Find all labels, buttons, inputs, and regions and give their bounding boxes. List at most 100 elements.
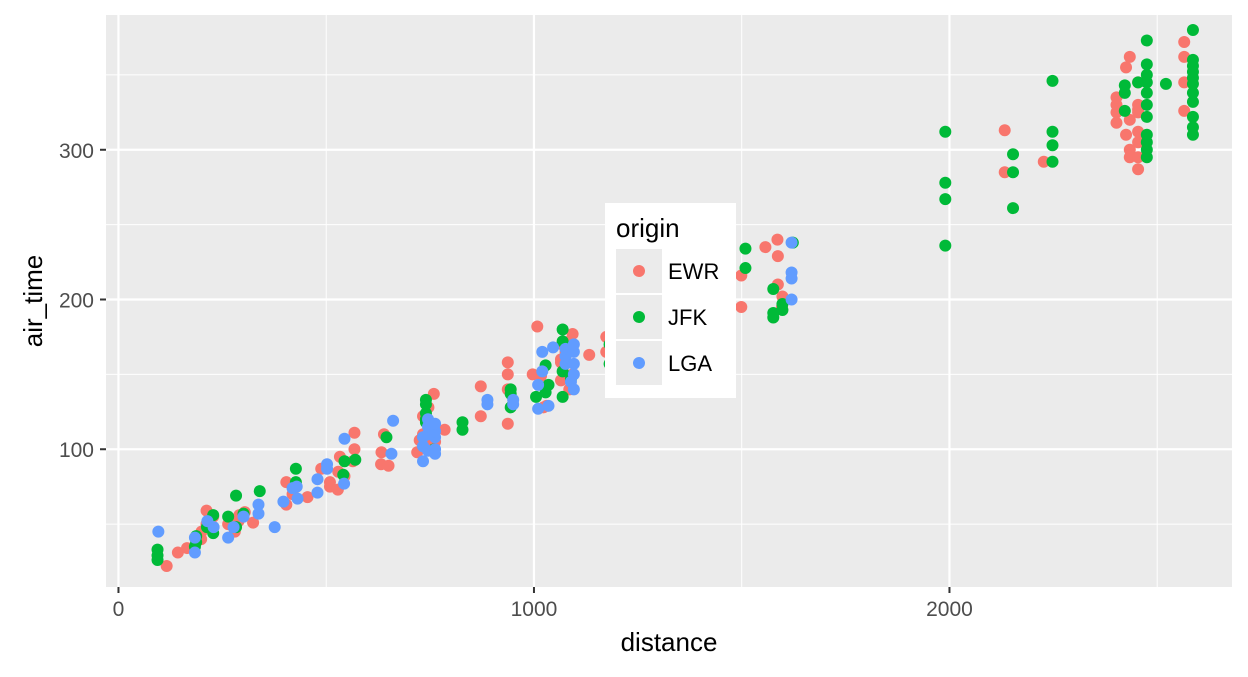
data-point-jfk [776,303,789,316]
data-point-lga [567,338,580,351]
data-point-ewr [323,476,336,489]
data-point-jfk [253,485,266,498]
data-point-lga [237,510,250,523]
data-point-jfk [1159,77,1172,90]
data-point-ewr [1132,151,1145,164]
data-point-lga [338,477,351,490]
data-point-ewr [348,443,361,456]
data-point-ewr [1132,163,1145,176]
data-point-lga [785,236,798,249]
data-point-lga [385,447,398,460]
data-point-jfk [349,453,362,466]
data-point-jfk [542,378,555,391]
data-point-jfk [1140,86,1153,99]
data-point-lga [222,531,235,544]
data-point-jfk [1140,34,1153,47]
data-point-lga [542,399,555,412]
data-point-ewr [1120,61,1133,74]
data-point-jfk [939,176,952,189]
legend-swatch-ewr [633,265,645,277]
data-point-ewr [1123,151,1136,164]
legend-swatch-lga [633,357,645,369]
data-point-ewr [501,368,514,381]
data-point-jfk [1046,155,1059,168]
data-point-lga [532,402,545,415]
data-point-lga [291,492,304,505]
data-point-lga [785,293,798,306]
data-point-ewr [375,446,388,459]
data-point-jfk [230,489,243,502]
data-point-jfk [1007,148,1020,161]
data-point-jfk [1046,139,1059,152]
data-point-jfk [1186,95,1199,108]
data-point-lga [227,521,240,534]
data-point-ewr [438,423,451,436]
data-point-jfk [556,390,569,403]
data-point-jfk [456,416,469,429]
data-point-lga [429,417,442,430]
legend-label-jfk: JFK [668,305,707,330]
data-point-lga [547,341,560,354]
data-point-lga [536,345,549,358]
legend-title: origin [616,213,680,243]
x-tick-label: 2000 [926,598,973,621]
data-point-lga [567,383,580,396]
data-point-lga [567,368,580,381]
data-point-ewr [1132,136,1145,149]
data-point-jfk [1140,151,1153,164]
data-point-jfk [151,543,164,556]
data-point-lga [277,495,290,508]
data-point-jfk [380,431,393,444]
legend-item-lga: LGA [616,341,712,385]
x-tick-label: 1000 [511,598,558,621]
data-point-lga [559,357,572,370]
data-point-ewr [531,320,544,333]
data-point-jfk [1140,110,1153,123]
data-point-lga [252,498,265,511]
data-point-jfk [1186,128,1199,141]
data-point-jfk [530,390,543,403]
data-point-lga [207,521,220,534]
data-point-ewr [1178,104,1191,117]
data-point-jfk [1118,86,1131,99]
grid-major [106,15,1232,587]
data-point-ewr [1178,35,1191,48]
data-point-lga [152,525,165,538]
data-point-jfk [337,468,350,481]
data-point-ewr [554,374,567,387]
x-axis-title: distance [621,627,718,657]
data-point-ewr [348,426,361,439]
data-point-jfk [1140,58,1153,71]
data-point-ewr [382,459,395,472]
data-point-lga [532,378,545,391]
data-point-jfk [1140,76,1153,89]
data-point-ewr [474,380,487,393]
legend-swatch-jfk [633,311,645,323]
data-point-ewr [998,124,1011,137]
y-tick-label: 100 [59,439,94,462]
data-point-ewr [998,166,1011,179]
data-point-jfk [1132,76,1145,89]
data-point-lga [429,447,442,460]
data-point-jfk [289,462,302,475]
data-point-ewr [160,560,173,573]
data-point-lga [567,357,580,370]
data-point-lga [321,458,334,471]
data-point-ewr [247,516,260,529]
y-tick-label: 200 [59,290,94,313]
data-point-lga [188,531,201,544]
y-axis-title: air_time [18,255,48,347]
y-tick-label: 300 [59,140,94,163]
data-point-jfk [419,393,432,406]
data-point-jfk [1046,125,1059,138]
data-point-lga [311,486,324,499]
legend-label-lga: LGA [668,351,712,376]
data-point-jfk [1186,86,1199,99]
data-point-jfk [739,262,752,275]
x-axis: 0 1000 2000 [113,587,973,621]
data-point-lga [481,393,494,406]
y-axis: 100 200 300 [59,140,106,462]
data-point-ewr [771,233,784,246]
